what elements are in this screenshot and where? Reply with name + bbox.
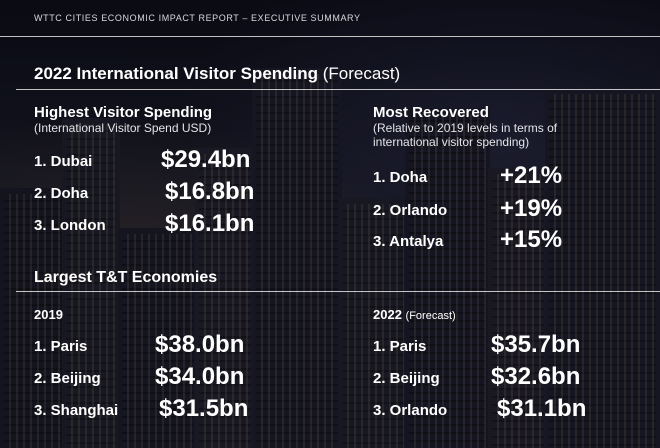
most-recovered-subtitle-1: (Relative to 2019 levels in terms of [373, 121, 558, 135]
city-value: $16.8bn [165, 178, 255, 205]
economies-2019-block: 1. Paris $38.0bn 2. Beijing $34.0bn 3. S… [34, 329, 334, 429]
highest-spending-title: Highest Visitor Spending [34, 104, 213, 121]
city-rank: 3. Shanghai [34, 402, 119, 419]
year-2019-label: 2019 [34, 307, 63, 322]
most-recovered-block: Most Recovered (Relative to 2019 levels … [373, 104, 633, 254]
city-rank: 2. Orlando [373, 202, 448, 219]
city-value: $31.1bn [497, 395, 587, 422]
city-rank: 3. Antalya [373, 233, 444, 250]
year-2022-text: 2022 [373, 307, 402, 322]
highest-spending-subtitle: (International Visitor Spend USD) [34, 121, 212, 135]
economies-2022-block: 1. Paris $35.7bn 2. Beijing $32.6bn 3. O… [373, 329, 633, 429]
city-value: $31.5bn [159, 395, 249, 422]
city-value: $34.0bn [155, 363, 245, 390]
recovery-value: +15% [500, 226, 563, 253]
economies-section-title: Largest T&T Economies [34, 269, 218, 286]
most-recovered-subtitle-2: international visitor spending) [373, 135, 530, 149]
year-2022-suffix: (Forecast) [405, 310, 456, 322]
city-rank: 2. Beijing [373, 370, 440, 387]
city-rank: 1. Paris [34, 338, 88, 355]
city-value: $35.7bn [491, 331, 581, 358]
year-2022-label: 2022 (Forecast) [373, 307, 456, 322]
city-value: $29.4bn [161, 146, 251, 173]
most-recovered-title: Most Recovered [373, 104, 489, 121]
city-rank: 2. Doha [34, 185, 89, 202]
city-value: $16.1bn [165, 210, 255, 237]
spending-title-text: 2022 International Visitor Spending [34, 64, 319, 83]
spending-divider [16, 89, 660, 90]
city-rank: 1. Doha [373, 169, 428, 186]
spending-title-suffix: (Forecast) [322, 64, 401, 83]
top-divider [0, 36, 660, 37]
city-rank: 1. Dubai [34, 153, 93, 170]
city-value: $38.0bn [155, 331, 245, 358]
highest-spending-block: Highest Visitor Spending (International … [34, 104, 334, 244]
city-rank: 3. London [34, 217, 106, 234]
spending-section-title: 2022 International Visitor Spending (For… [34, 64, 400, 84]
city-rank: 2. Beijing [34, 370, 101, 387]
city-value: $32.6bn [491, 363, 581, 390]
recovery-value: +19% [500, 195, 563, 222]
city-rank: 1. Paris [373, 338, 427, 355]
recovery-value: +21% [500, 162, 563, 189]
report-header: WTTC CITIES ECONOMIC IMPACT REPORT – EXE… [34, 13, 361, 23]
economies-divider [16, 291, 660, 292]
city-rank: 3. Orlando [373, 402, 448, 419]
